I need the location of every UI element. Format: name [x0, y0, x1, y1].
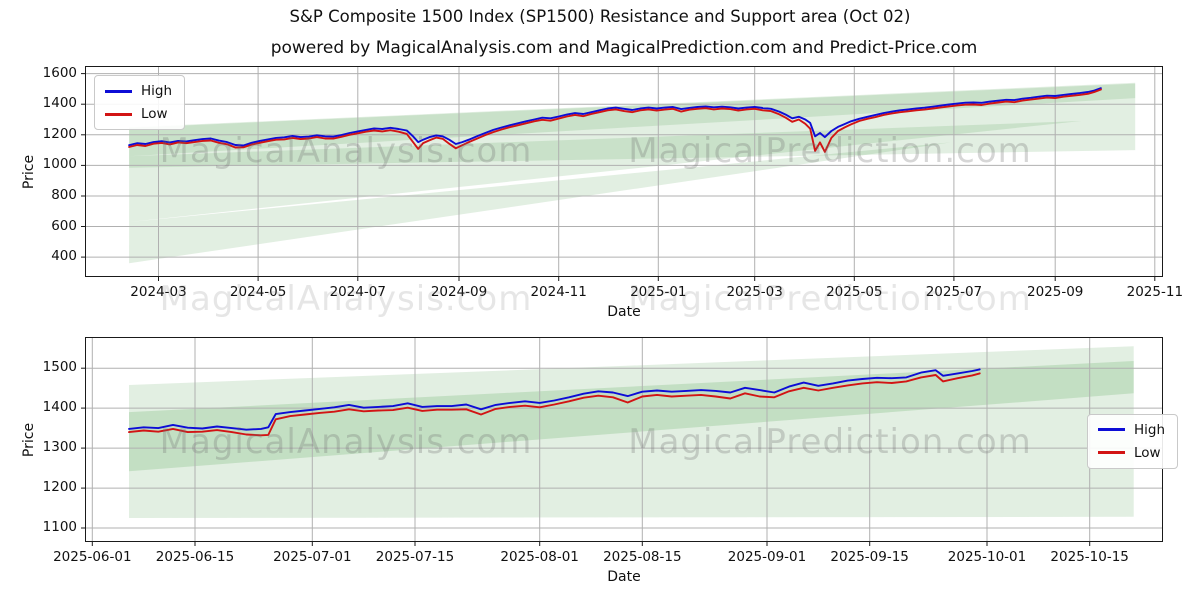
main-chart-ytick-400: 400 [51, 248, 77, 265]
main-chart-band-2 [129, 121, 1082, 222]
main-chart-band-1 [129, 83, 1136, 157]
main-chart-xtick-2025-05: 2025-05 [826, 284, 883, 300]
legend-label: High [1134, 421, 1166, 438]
zoom-chart-xtick-2025-07-01: 2025-07-01 [273, 549, 352, 565]
main-chart-ylabel: Price [21, 154, 37, 189]
zoom-chart-xtick-2025-10-15: 2025-10-15 [1050, 549, 1129, 565]
legend-entry-low: Low [105, 106, 172, 122]
zoom-chart-xtick-2025-06-01: 2025-06-01 [53, 549, 132, 565]
zoom-chart-xtick-2025-07-15: 2025-07-15 [375, 549, 455, 565]
main-chart-xtick-2024-09: 2024-09 [430, 284, 488, 300]
main-chart-xtick-2025-07: 2025-07 [925, 284, 983, 300]
low-line-swatch [1098, 451, 1125, 454]
zoom-chart-ytick-1200: 1200 [42, 479, 77, 496]
legend-label: High [141, 83, 173, 99]
main-chart-ytick-1400: 1400 [42, 95, 77, 112]
main-chart-xtick-2025-11: 2025-11 [1126, 284, 1184, 300]
main-chart-low-line [128, 88, 1102, 153]
main-chart-canvas [81, 66, 1163, 281]
main-chart-xtick-2024-11: 2024-11 [530, 284, 587, 300]
main-chart-xtick-2024-07: 2024-07 [329, 284, 386, 300]
main-chart-ytick-600: 600 [51, 217, 77, 234]
zoom-chart-canvas [81, 337, 1163, 546]
main-chart-xtick-2024-05: 2024-05 [229, 284, 287, 300]
legend-label: Low [1134, 444, 1161, 461]
chart-title: S&P Composite 1500 Index (SP1500) Resist… [289, 7, 911, 26]
high-line-swatch [105, 89, 132, 93]
zoom-chart-xtick-2025-08-15: 2025-08-15 [603, 549, 682, 565]
zoom-chart-legend: High Low [1087, 413, 1179, 469]
main-chart-legend: High Low [94, 75, 186, 130]
zoom-chart-high-line [128, 368, 981, 431]
main-chart-plot-area [81, 66, 1163, 281]
low-line-swatch [105, 112, 132, 116]
main-chart-xtick-2025-09: 2025-09 [1026, 284, 1084, 300]
main-chart-xtick-2025-03: 2025-03 [726, 284, 783, 300]
zoom-chart-xtick-2025-09-15: 2025-09-15 [830, 549, 909, 565]
legend-entry-high: High [105, 83, 172, 99]
main-chart-xtick-2025-01: 2025-01 [630, 284, 687, 300]
zoom-chart-band-1 [129, 361, 1134, 472]
main-chart-ytick-800: 800 [51, 186, 77, 203]
chart-subtitle: powered by MagicalAnalysis.com and Magic… [270, 38, 978, 58]
zoom-chart-xtick-2025-06-15: 2025-06-15 [155, 549, 235, 565]
zoom-chart-low-line [128, 372, 981, 437]
zoom-chart-ytick-1300: 1300 [42, 439, 77, 456]
legend-entry-high: High [1098, 422, 1165, 438]
legend-entry-low: Low [1098, 445, 1165, 461]
main-chart-xtick-2024-03: 2024-03 [130, 284, 187, 300]
main-chart-high-line [128, 87, 1102, 147]
zoom-chart-band-0 [129, 346, 1134, 518]
main-chart-xlabel: Date [607, 304, 641, 320]
main-chart-ytick-1200: 1200 [42, 125, 77, 142]
zoom-chart-xtick-2025-09-01: 2025-09-01 [727, 549, 807, 565]
zoom-chart-ytick-1100: 1100 [42, 519, 77, 535]
zoom-chart-xtick-2025-10-01: 2025-10-01 [947, 549, 1027, 565]
high-line-swatch [1098, 428, 1125, 431]
zoom-chart-ytick-1400: 1400 [42, 399, 77, 416]
legend-label: Low [141, 106, 168, 122]
zoom-chart-ylabel: Price [21, 422, 37, 457]
main-chart-ytick-1600: 1600 [42, 64, 77, 81]
zoom-chart-plot-area [81, 337, 1163, 546]
zoom-chart-ytick-1500: 1500 [42, 359, 77, 376]
zoom-chart-xtick-2025-08-01: 2025-08-01 [500, 549, 579, 565]
zoom-chart-xlabel: Date [607, 569, 641, 585]
main-chart-ytick-1000: 1000 [42, 156, 77, 173]
